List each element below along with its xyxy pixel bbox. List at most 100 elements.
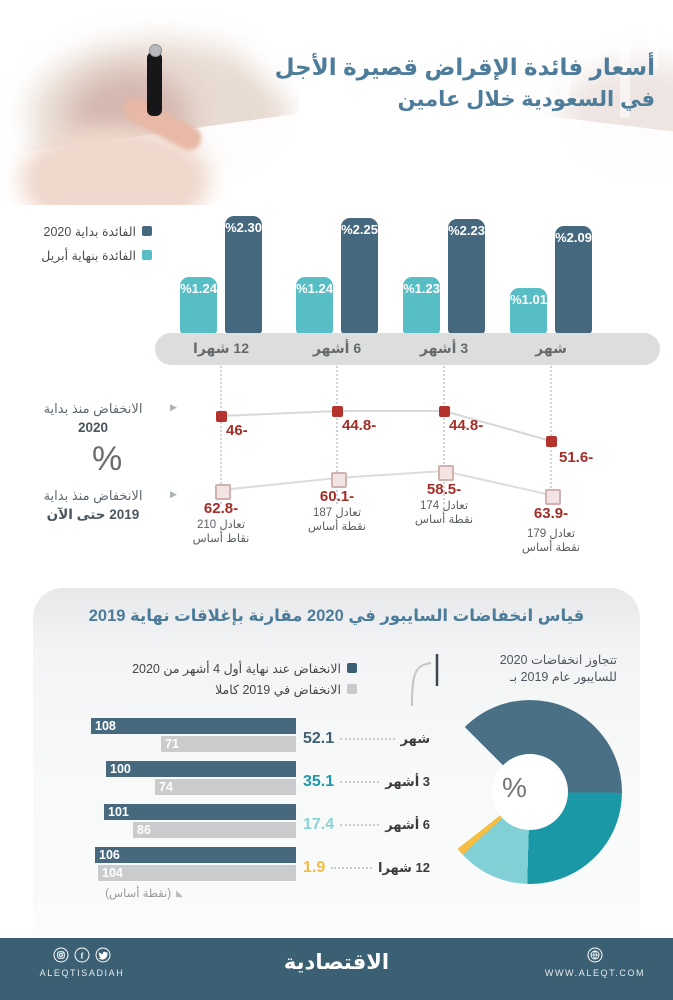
rate-bar-end-april: %1.24 <box>296 277 333 334</box>
saibor-legend: الانخفاض عند نهاية أول 4 أشهر من 2020 الا… <box>60 661 357 703</box>
candlestick-bar <box>620 30 630 118</box>
donut-annotation: تتجاوز انخفاضات 2020 للسايبور عام 2019 ب… <box>455 652 617 686</box>
saibor-excess-value: 35.1 <box>303 773 335 790</box>
axis-label-2019: الانخفاض منذ بداية 2019 حتى الآن <box>18 486 168 524</box>
decline-note: تعادل 210 نقاط أساس <box>171 518 271 546</box>
hbar-value: 74 <box>159 780 173 794</box>
saibor-row-label: 3 أشهر <box>385 774 430 789</box>
decline-note: تعادل 187 نقطة أساس <box>287 506 387 534</box>
decline-2019-value: 63.9- <box>533 505 569 522</box>
hbar-value: 100 <box>110 762 131 776</box>
saibor-excess-value: 1.9 <box>303 859 326 876</box>
bar-value-label: %1.24 <box>296 281 333 296</box>
decline-lines <box>220 410 552 496</box>
candlestick-bar <box>590 4 600 59</box>
pointer-triangle-icon: ▶ <box>170 402 177 412</box>
footer-social: f ALEQTISADIAH <box>22 947 142 978</box>
decline-2020-value: 44.8- <box>449 417 484 434</box>
saibor-bar-2019: 74 <box>155 779 296 795</box>
saibor-row: 6 أشهر 17.4 <box>303 815 430 835</box>
legend-item: الفائدة بنهاية أبريل <box>14 248 152 263</box>
decline-2019-value: 58.5- <box>426 481 462 498</box>
decline-note-l1: تعادل 179 <box>526 528 576 540</box>
globe-icon[interactable] <box>587 947 603 963</box>
bar-value-label: %1.23 <box>403 281 440 296</box>
social-handle: ALEQTISADIAH <box>39 968 125 978</box>
saibor-row-label: 6 أشهر <box>385 817 430 832</box>
decline-2019-value: 62.8- <box>203 500 239 517</box>
website-url[interactable]: WWW.ALEQT.COM <box>544 968 646 978</box>
candlestick-bar <box>648 10 658 70</box>
rate-bar-end-april: %1.23 <box>403 277 440 334</box>
bar-value-label: %2.23 <box>448 223 485 238</box>
donut-annotation-l2: للسايبور عام 2019 بـ <box>509 670 617 684</box>
saibor-bar-2020: 101 <box>104 804 296 820</box>
legend-swatch <box>142 250 152 260</box>
axis-label-2019-l2: 2019 حتى الآن <box>46 507 140 522</box>
saibor-row: 12 شهرا 1.9 <box>303 858 430 878</box>
decline-note: تعادل 179 نقطة أساس <box>501 527 601 555</box>
axis-label-2020-l1: الانخفاض منذ بداية <box>43 401 143 416</box>
saibor-card: قياس انخفاضات السايبور في 2020 مقارنة بإ… <box>33 588 640 935</box>
category-label: شهر <box>535 340 567 356</box>
pointer-triangle-icon: ▶ <box>170 489 177 499</box>
percent-symbol: % <box>92 440 123 478</box>
page-title: أسعار فائدة الإقراض قصيرة الأجل في السعو… <box>275 50 655 116</box>
saibor-excess-value: 52.1 <box>303 730 335 747</box>
decline-2020-marker <box>546 436 557 447</box>
brand-logo: الاقتصادية <box>283 951 390 974</box>
bar-value-label: %2.25 <box>341 222 378 237</box>
legend-item: الانخفاض عند نهاية أول 4 أشهر من 2020 <box>60 661 357 676</box>
rate-bar-start-2020: %2.23 <box>448 219 485 334</box>
rate-bar-start-2020: %2.25 <box>341 218 378 334</box>
legend-label: الانخفاض في 2019 كاملا <box>215 683 341 697</box>
saibor-row: شهر 52.1 <box>303 729 430 749</box>
decline-note-l2: نقطة أساس <box>307 521 367 533</box>
category-axis: 12 شهرا 6 أشهر 3 أشهر شهر <box>155 333 660 365</box>
axis-label-2020-l2: 2020 <box>77 420 109 435</box>
candlestick-bar <box>530 0 540 60</box>
annotation-bracket <box>411 654 439 707</box>
legend-swatch <box>347 663 357 673</box>
decline-2020-marker <box>216 411 227 422</box>
candlestick-bar <box>500 20 510 95</box>
bar-value-label: %2.09 <box>555 230 592 245</box>
decline-note-l1: تعادل 187 <box>312 507 362 519</box>
twitter-icon[interactable] <box>95 947 111 963</box>
hbar-value: 106 <box>99 848 120 862</box>
header-photo: أسعار فائدة الإقراض قصيرة الأجل في السعو… <box>0 0 673 205</box>
legend-item: الفائدة بداية 2020 <box>14 224 152 239</box>
pen-icon <box>147 52 162 116</box>
footer: f ALEQTISADIAH الاقتصادية WWW.ALEQT.COM <box>0 938 673 1000</box>
bar-value-label: %1.01 <box>510 292 547 307</box>
legend-label: الفائدة بداية 2020 <box>43 225 136 239</box>
category-label: 6 أشهر <box>312 340 362 356</box>
bar-value-label: %2.30 <box>225 220 262 235</box>
section-title: قياس انخفاضات السايبور في 2020 مقارنة بإ… <box>88 607 585 625</box>
category-label: 3 أشهر <box>419 340 469 356</box>
hbar-value: 86 <box>137 823 151 837</box>
saibor-bar-2020: 108 <box>91 718 296 734</box>
rate-bar-start-2020: %2.30 <box>225 216 262 334</box>
rate-bar-end-april: %1.24 <box>180 277 217 334</box>
footer-website: WWW.ALEQT.COM <box>531 947 659 978</box>
legend-swatch <box>142 226 152 236</box>
svg-text:f: f <box>81 950 84 960</box>
saibor-bar-2019: 104 <box>98 865 296 881</box>
dotted-connector <box>340 738 395 740</box>
facebook-icon[interactable]: f <box>74 947 90 963</box>
legend-item: الانخفاض في 2019 كاملا <box>60 682 357 697</box>
decline-note-l1: تعادل 210 <box>196 519 246 531</box>
decline-2019-marker <box>545 489 561 505</box>
instagram-icon[interactable] <box>53 947 69 963</box>
candlestick-bar <box>395 25 405 95</box>
decline-2020-marker <box>332 406 343 417</box>
saibor-bar-2020: 106 <box>95 847 296 863</box>
decline-2020-value: 51.6- <box>559 449 594 466</box>
saibor-excess-value: 17.4 <box>303 816 335 833</box>
candlestick-bar <box>445 30 455 95</box>
candlestick-bar <box>420 0 430 55</box>
decline-note-l2: نقطة أساس <box>414 514 474 526</box>
guide-line <box>220 366 222 504</box>
